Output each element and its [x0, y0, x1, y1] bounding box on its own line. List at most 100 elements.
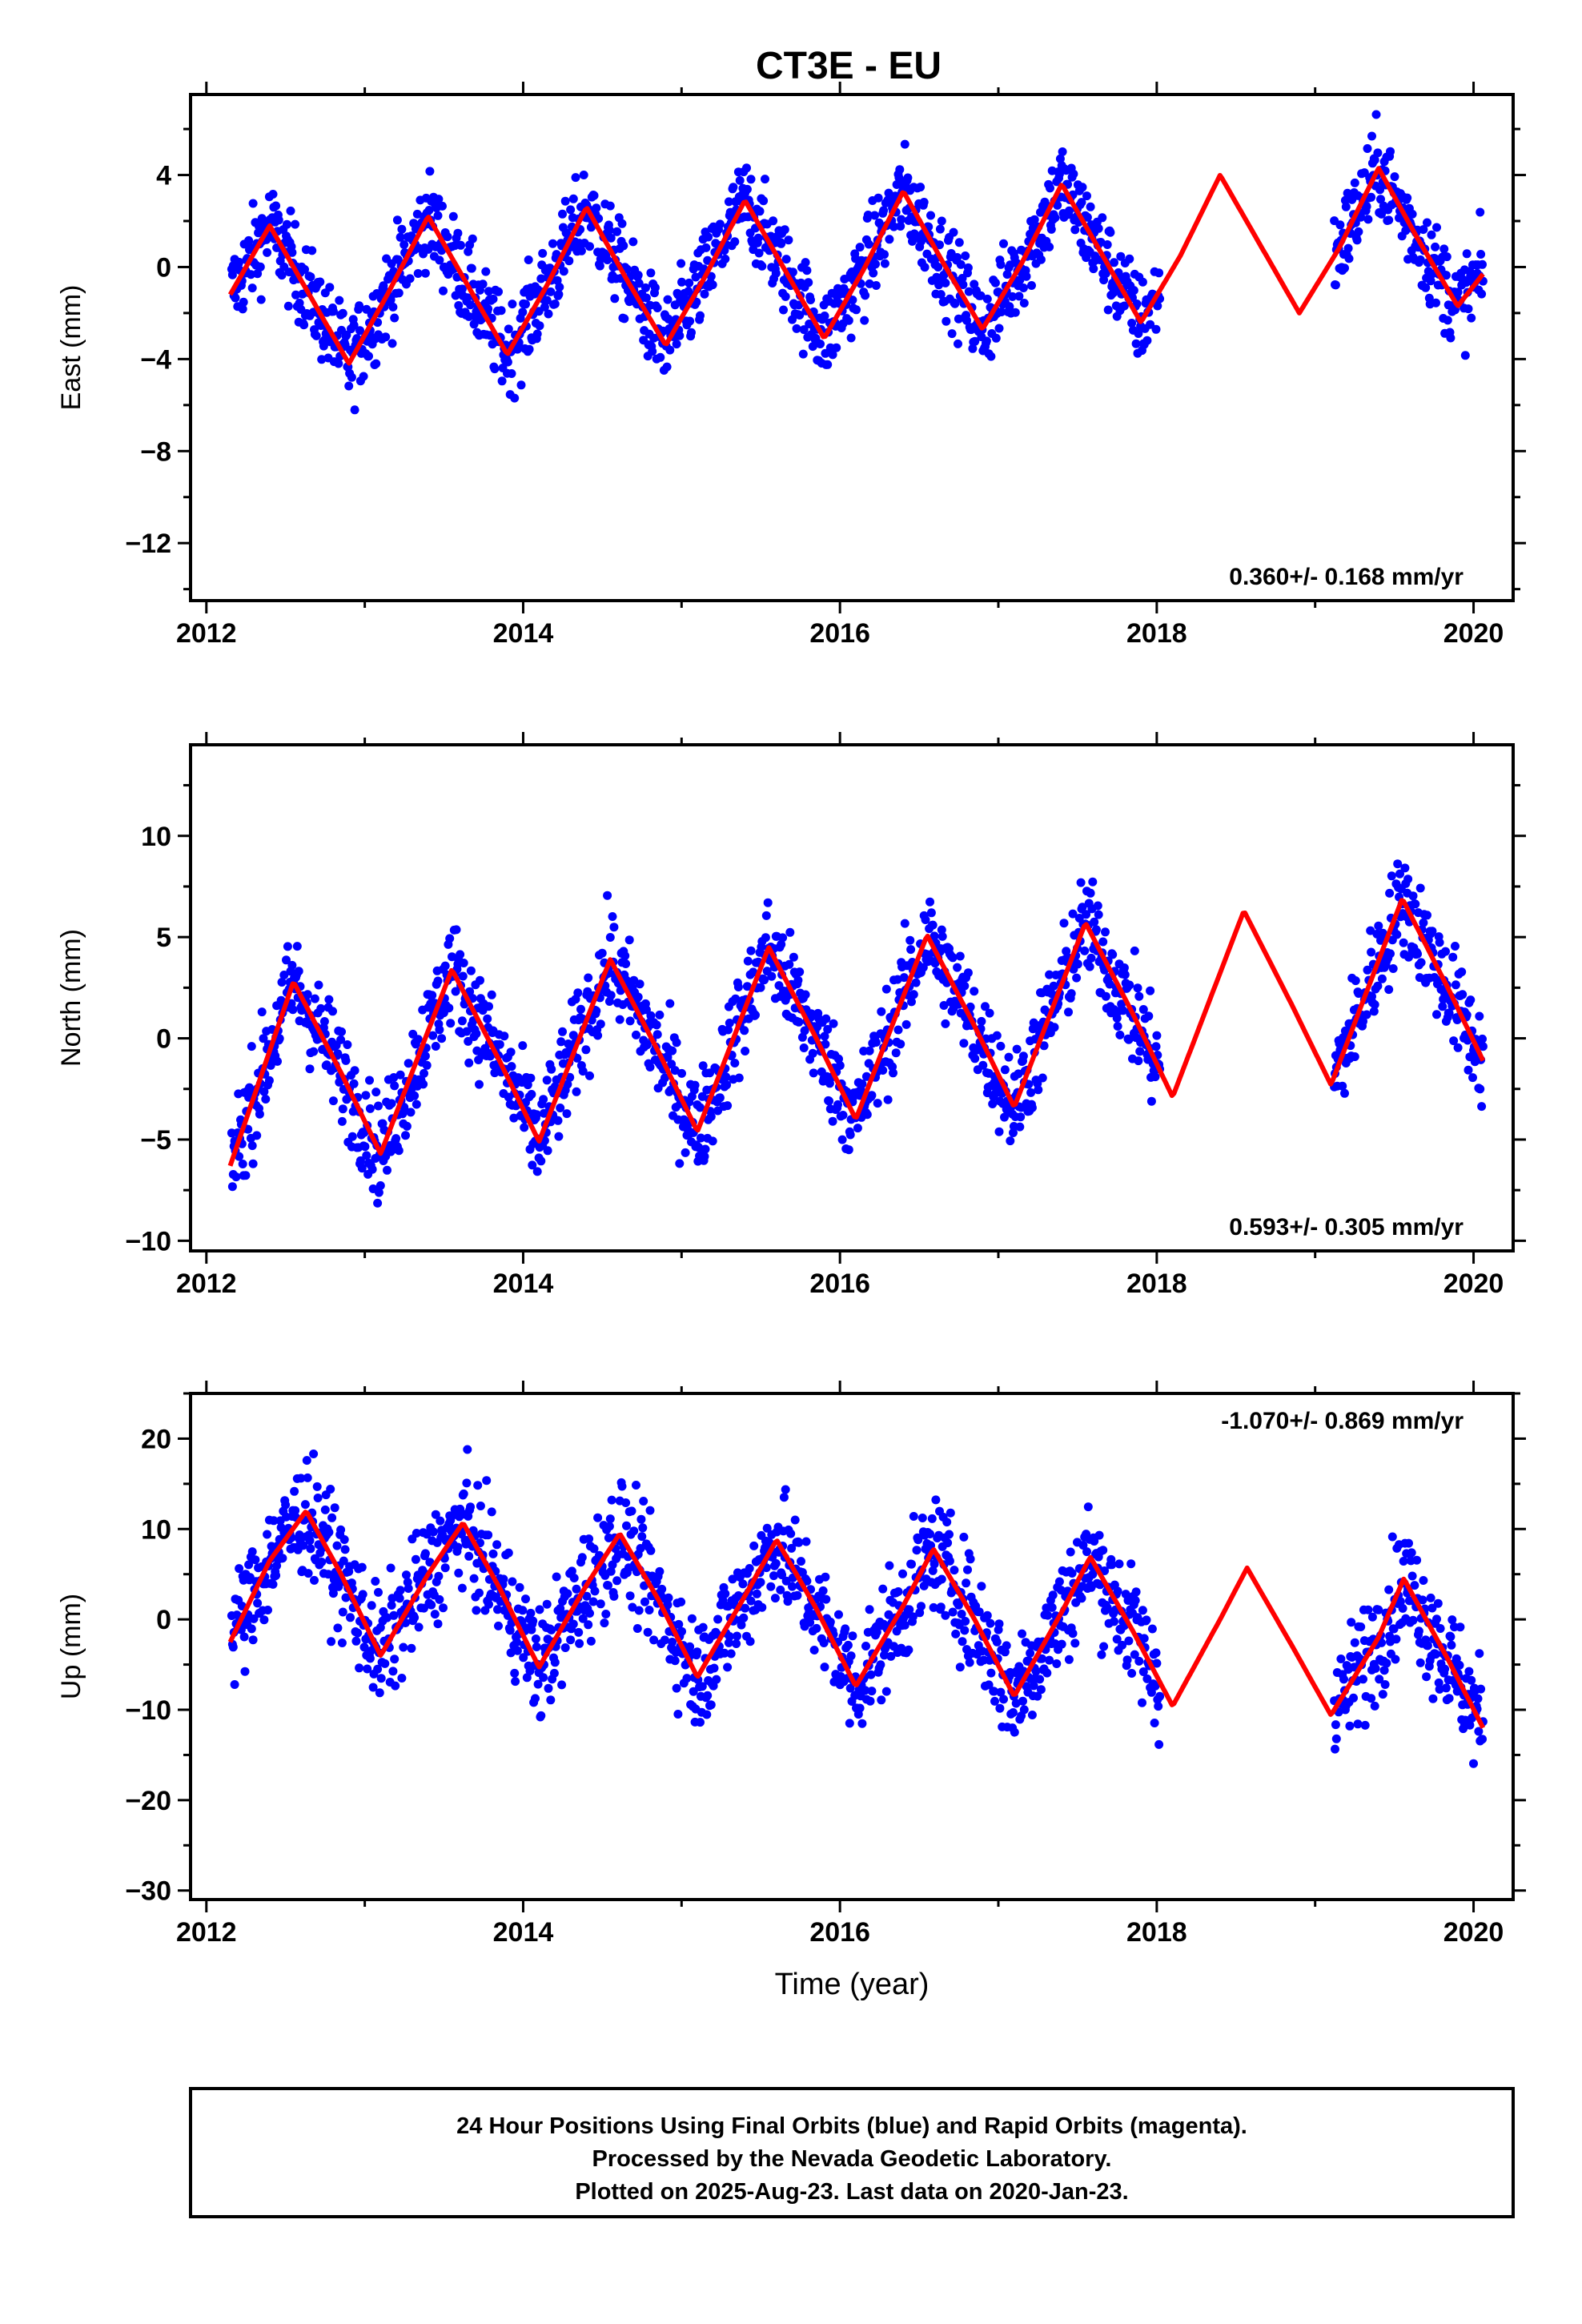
data-point [1015, 1122, 1025, 1132]
data-point [469, 1574, 479, 1583]
data-point [701, 1144, 710, 1154]
data-point [310, 1575, 319, 1585]
data-point [1387, 871, 1396, 881]
data-point [645, 1506, 655, 1515]
data-point [1089, 264, 1098, 274]
data-point [1391, 1634, 1401, 1644]
data-point [1395, 1597, 1405, 1606]
y-axis-label-up: Up (mm) [56, 1594, 86, 1699]
data-point [439, 286, 448, 296]
data-point [1002, 270, 1012, 279]
data-point [1375, 185, 1385, 195]
data-point [1404, 1538, 1413, 1548]
data-point [900, 139, 909, 149]
data-point [674, 1619, 684, 1629]
data-point [770, 1594, 780, 1603]
data-point [1086, 888, 1095, 898]
data-point [511, 1677, 520, 1687]
data-point [576, 246, 586, 255]
data-point [1423, 218, 1431, 227]
data-point [387, 1601, 396, 1610]
data-point [640, 283, 650, 292]
data-point [801, 258, 810, 267]
data-point [1069, 169, 1078, 179]
data-point [877, 1007, 886, 1016]
data-point [785, 927, 795, 937]
data-point [687, 328, 696, 337]
data-point [771, 268, 781, 278]
data-point [1435, 1624, 1445, 1633]
data-point [253, 1598, 263, 1608]
data-point [1336, 1655, 1346, 1663]
data-point [1048, 1590, 1058, 1600]
data-point [231, 1172, 241, 1182]
data-point [412, 1529, 421, 1538]
data-point [1385, 888, 1395, 898]
data-point [1413, 949, 1422, 959]
data-point [457, 284, 467, 294]
data-point [1131, 1587, 1141, 1597]
data-point [949, 227, 958, 237]
data-point [291, 1506, 300, 1515]
data-point [741, 1603, 750, 1613]
data-point [1431, 1650, 1440, 1659]
data-point [912, 1546, 921, 1555]
data-point [396, 1586, 405, 1595]
data-point [464, 1551, 474, 1561]
data-point [355, 1156, 365, 1165]
data-point [1035, 1675, 1045, 1684]
data-point [942, 1518, 952, 1527]
data-point [522, 1673, 532, 1683]
data-point [313, 1494, 323, 1502]
data-point [503, 357, 512, 367]
data-point [780, 225, 789, 235]
data-point [1101, 268, 1110, 278]
data-point [1467, 313, 1476, 323]
data-point [454, 301, 464, 310]
data-point [948, 953, 958, 963]
data-point [1362, 1010, 1371, 1019]
data-point [374, 1188, 383, 1197]
data-point [1448, 952, 1458, 962]
data-point [435, 1594, 444, 1604]
data-point [336, 1035, 346, 1044]
data-point [433, 1619, 443, 1629]
data-point [235, 1152, 244, 1161]
data-point [487, 1507, 496, 1517]
data-point [323, 1570, 333, 1579]
data-point [1398, 1603, 1407, 1613]
data-point [985, 1008, 994, 1018]
data-point [536, 274, 546, 283]
rate-annotation-east: 0.360+/- 0.168 mm/yr [1229, 564, 1464, 590]
data-point [586, 1636, 596, 1646]
data-point [821, 1594, 831, 1604]
data-point [728, 1574, 737, 1584]
data-point [473, 1481, 483, 1490]
data-point [374, 1101, 383, 1111]
x-tick-label: 2012 [176, 618, 237, 649]
data-point [1101, 927, 1110, 937]
data-point [472, 1029, 481, 1039]
data-point [288, 1005, 298, 1015]
data-point [956, 259, 966, 269]
data-point [350, 405, 359, 415]
data-point [885, 1561, 894, 1570]
data-point [696, 311, 705, 320]
data-point [1374, 921, 1383, 931]
data-point [1441, 947, 1450, 956]
data-point [572, 1584, 581, 1594]
data-point [593, 1513, 603, 1522]
data-point [795, 967, 805, 977]
data-point [1340, 1088, 1349, 1098]
data-point [1019, 1705, 1029, 1715]
data-point [1144, 1011, 1154, 1021]
data-point [360, 1142, 370, 1152]
data-point [879, 206, 889, 215]
data-point [1027, 281, 1036, 290]
data-point [698, 1622, 708, 1632]
data-point [483, 1014, 492, 1023]
data-point [328, 1096, 338, 1106]
data-point [1421, 283, 1431, 292]
data-point [1439, 244, 1449, 254]
data-point [387, 339, 397, 348]
